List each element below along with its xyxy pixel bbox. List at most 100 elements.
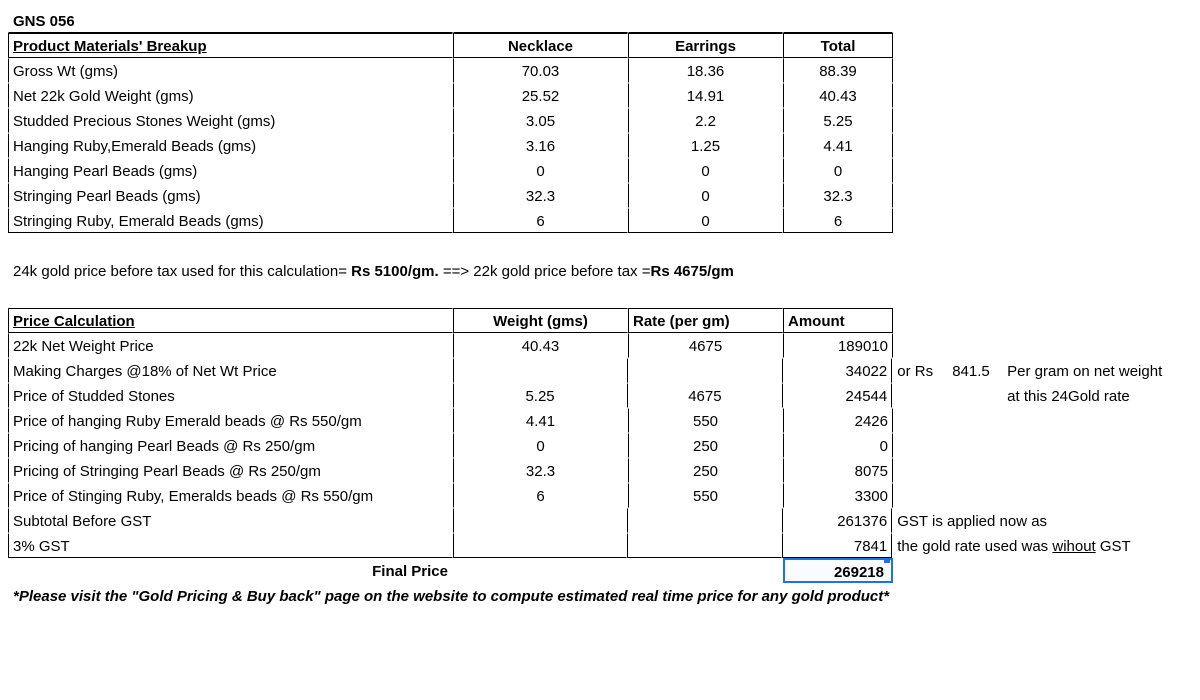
table-row: Pricing of Stringing Pearl Beads @ Rs 25… [8,458,1192,483]
fill-handle-icon[interactable] [884,558,890,563]
cell-necklace: 6 [453,208,628,233]
row-label: Net 22k Gold Weight (gms) [8,83,453,108]
table-row: Net 22k Gold Weight (gms)25.5214.9140.43 [8,83,1192,108]
final-price-label: Final Price [8,558,453,583]
row-label: Subtotal Before GST [8,508,453,533]
cell-weight [453,508,628,533]
cell-total: 6 [783,208,893,233]
col-rate: Rate (per gm) [628,308,783,333]
cell-rate: 250 [628,433,783,458]
cell-weight [453,533,628,558]
cell-necklace: 3.16 [453,133,628,158]
side-note-text: GST is applied now as [892,508,1192,533]
calc-header-label: Price Calculation [8,308,453,333]
calc-header-row: Price Calculation Weight (gms) Rate (per… [8,308,1192,333]
cell-weight: 6 [453,483,628,508]
cell-rate: 550 [628,483,783,508]
cell-total: 4.41 [783,133,893,158]
footer-row: *Please visit the "Gold Pricing & Buy ba… [8,583,1192,608]
row-label: Hanging Pearl Beads (gms) [8,158,453,183]
cell-rate: 4675 [628,333,783,358]
cell-weight: 0 [453,433,628,458]
cell-total: 88.39 [783,58,893,83]
cell-necklace: 0 [453,158,628,183]
title-row: GNS 056 [8,8,1192,33]
side-note-text: the gold rate used was wihout GST [892,533,1192,558]
cell-rate: 250 [628,458,783,483]
table-row: Making Charges @18% of Net Wt Price 34022… [8,358,1192,383]
side-note-value: 841.5 [947,358,1002,383]
col-necklace: Necklace [453,33,628,58]
col-amount: Amount [783,308,893,333]
table-row: Price of hanging Ruby Emerald beads @ Rs… [8,408,1192,433]
final-price-row: Final Price 269218 [8,558,1192,583]
row-label: Price of Studded Stones [8,383,453,408]
side-note-value [947,383,1002,408]
side-note-text: Per gram on net weight [1002,358,1192,383]
cell-rate [627,508,782,533]
table-row: Studded Precious Stones Weight (gms)3.05… [8,108,1192,133]
spacer [8,233,1192,258]
row-label: Pricing of Stringing Pearl Beads @ Rs 25… [8,458,453,483]
cell-rate [627,358,782,383]
row-label: Making Charges @18% of Net Wt Price [8,358,453,383]
cell-weight: 32.3 [453,458,628,483]
cell-earrings: 2.2 [628,108,783,133]
col-total: Total [783,33,893,58]
cell-rate: 550 [628,408,783,433]
side-note [892,383,947,408]
cell-earrings: 1.25 [628,133,783,158]
side-note-text: at this 24Gold rate [1002,383,1192,408]
spacer [8,283,1192,308]
gold-price-note: 24k gold price before tax used for this … [8,258,1192,283]
table-row: 3% GST7841the gold rate used was wihout … [8,533,1192,558]
footer-note: *Please visit the "Gold Pricing & Buy ba… [8,583,1108,608]
cell-amount: 0 [783,433,893,458]
cell-amount: 2426 [783,408,893,433]
cell-weight: 40.43 [453,333,628,358]
cell-weight [453,358,628,383]
table-row: Hanging Pearl Beads (gms)000 [8,158,1192,183]
cell-necklace: 3.05 [453,108,628,133]
col-weight: Weight (gms) [453,308,628,333]
cell-necklace: 70.03 [453,58,628,83]
side-note: or Rs [892,358,947,383]
table-row: Stringing Pearl Beads (gms)32.3032.3 [8,183,1192,208]
table-row: Gross Wt (gms)70.0318.3688.39 [8,58,1192,83]
cell-amount: 189010 [783,333,893,358]
cell-rate: 4675 [627,383,782,408]
col-earrings: Earrings [628,33,783,58]
cell-amount: 8075 [783,458,893,483]
product-code: GNS 056 [8,8,453,33]
row-label: Price of Stinging Ruby, Emeralds beads @… [8,483,453,508]
table-row: Price of Studded Stones5.25467524544at t… [8,383,1192,408]
row-label: Stringing Pearl Beads (gms) [8,183,453,208]
gold-price-note-text: 24k gold price before tax used for this … [8,258,1108,283]
cell-necklace: 25.52 [453,83,628,108]
row-label: 3% GST [8,533,453,558]
final-price-cell[interactable]: 269218 [783,558,893,583]
cell-earrings: 18.36 [628,58,783,83]
cell-weight: 4.41 [453,408,628,433]
row-label: 22k Net Weight Price [8,333,453,358]
cell-total: 0 [783,158,893,183]
row-label: Pricing of hanging Pearl Beads @ Rs 250/… [8,433,453,458]
cell-earrings: 14.91 [628,83,783,108]
materials-header-row: Product Materials' Breakup Necklace Earr… [8,33,1192,58]
cell-weight: 5.25 [453,383,628,408]
cell-rate [627,533,782,558]
cell-total: 40.43 [783,83,893,108]
cell-amount: 261376 [782,508,892,533]
final-price-amount: 269218 [834,564,884,581]
table-row: Subtotal Before GST 261376GST is applied … [8,508,1192,533]
row-label: Studded Precious Stones Weight (gms) [8,108,453,133]
cell-total: 5.25 [783,108,893,133]
spreadsheet: GNS 056 Product Materials' Breakup Neckl… [8,8,1192,608]
row-label: Stringing Ruby, Emerald Beads (gms) [8,208,453,233]
table-row: Hanging Ruby,Emerald Beads (gms)3.161.25… [8,133,1192,158]
row-label: Hanging Ruby,Emerald Beads (gms) [8,133,453,158]
cell-earrings: 0 [628,183,783,208]
cell-amount: 34022 [782,358,892,383]
materials-header-label: Product Materials' Breakup [8,33,453,58]
table-row: Pricing of hanging Pearl Beads @ Rs 250/… [8,433,1192,458]
